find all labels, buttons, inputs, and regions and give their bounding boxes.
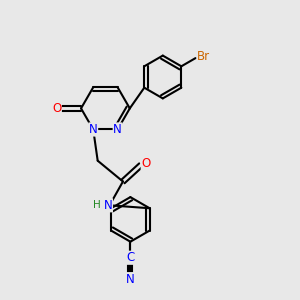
Text: N: N <box>104 199 112 212</box>
Text: O: O <box>52 102 61 115</box>
Text: H: H <box>93 200 101 210</box>
Text: N: N <box>113 123 122 136</box>
Text: N: N <box>89 123 98 136</box>
Text: N: N <box>126 273 135 286</box>
Text: Br: Br <box>197 50 210 63</box>
Text: O: O <box>141 157 151 170</box>
Text: C: C <box>126 251 134 264</box>
